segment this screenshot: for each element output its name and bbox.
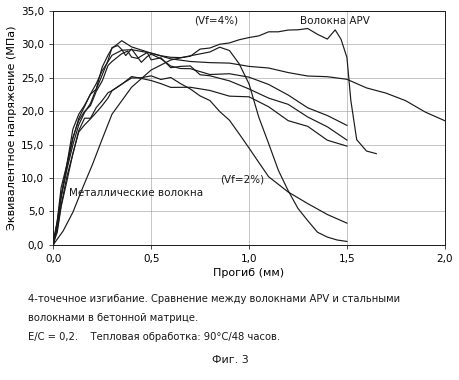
Text: Металлические волокна: Металлические волокна [69,188,202,198]
Text: (Vf=4%): (Vf=4%) [194,16,238,26]
Text: Волокна APV: Волокна APV [299,16,369,26]
Text: 4-точечное изгибание. Сравнение между волокнами APV и стальными: 4-точечное изгибание. Сравнение между во… [28,294,399,304]
Y-axis label: Эквивалентное напряжение (МПа): Эквивалентное напряжение (МПа) [7,26,17,230]
Text: (Vf=2%): (Vf=2%) [219,174,263,184]
Text: волокнами в бетонной матрице.: волокнами в бетонной матрице. [28,313,197,323]
Text: E/C = 0,2.    Тепловая обработка: 90°C/48 часов.: E/C = 0,2. Тепловая обработка: 90°C/48 ч… [28,332,279,342]
Text: Фиг. 3: Фиг. 3 [211,355,248,365]
X-axis label: Прогиб (мм): Прогиб (мм) [213,268,284,278]
